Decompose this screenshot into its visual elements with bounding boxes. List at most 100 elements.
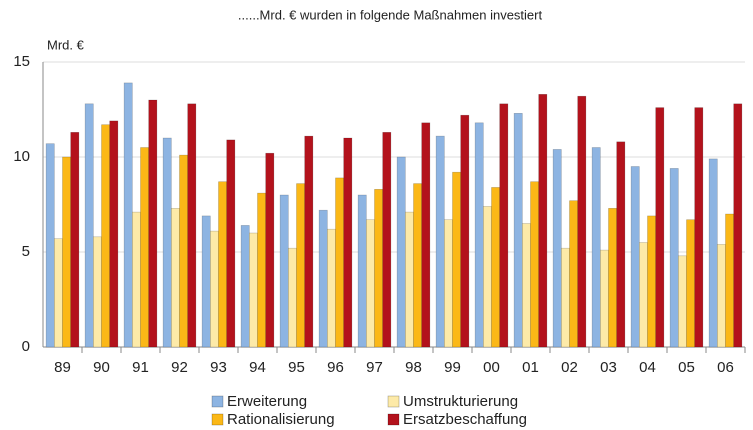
bar bbox=[226, 139, 236, 348]
legend-swatch bbox=[387, 413, 400, 426]
x-tick-label: 90 bbox=[93, 359, 110, 376]
bar bbox=[257, 192, 266, 348]
bar bbox=[179, 154, 188, 348]
bar bbox=[443, 219, 453, 348]
bar bbox=[265, 152, 275, 348]
bar bbox=[521, 223, 531, 348]
bar bbox=[655, 107, 665, 348]
bar bbox=[132, 211, 141, 348]
bar bbox=[365, 219, 375, 348]
x-tick-label: 94 bbox=[249, 359, 266, 376]
legend-label: Umstrukturierung bbox=[403, 393, 518, 410]
bar bbox=[530, 181, 539, 348]
bar bbox=[326, 228, 336, 348]
y-axis-label: Mrd. € bbox=[47, 37, 85, 52]
bar bbox=[413, 183, 422, 348]
bar bbox=[404, 211, 414, 348]
x-tick-label: 91 bbox=[132, 359, 149, 376]
bar bbox=[552, 149, 562, 348]
bar bbox=[343, 137, 353, 348]
bar bbox=[249, 232, 258, 348]
bar bbox=[374, 189, 383, 348]
bar bbox=[733, 103, 743, 348]
x-tick-label: 96 bbox=[327, 359, 344, 376]
x-tick-label: 98 bbox=[405, 359, 422, 376]
legend-swatch bbox=[387, 395, 400, 408]
bar bbox=[93, 236, 102, 348]
x-tick-label: 01 bbox=[522, 359, 539, 376]
bar bbox=[62, 156, 71, 348]
bar bbox=[513, 113, 523, 348]
bar bbox=[708, 158, 718, 348]
bar bbox=[591, 147, 601, 348]
bar bbox=[45, 143, 55, 348]
bar bbox=[474, 122, 484, 348]
legend-swatch bbox=[211, 413, 224, 426]
bar bbox=[616, 141, 626, 348]
bar bbox=[396, 156, 406, 348]
bar bbox=[187, 103, 197, 348]
bar bbox=[599, 249, 609, 348]
bar bbox=[357, 194, 367, 348]
bar bbox=[694, 107, 704, 348]
bar bbox=[421, 122, 431, 348]
bar bbox=[569, 200, 578, 348]
x-tick-label: 03 bbox=[600, 359, 617, 376]
bar bbox=[725, 213, 734, 348]
bar bbox=[171, 208, 180, 348]
bar bbox=[630, 166, 640, 348]
x-tick-label: 00 bbox=[483, 359, 500, 376]
bar bbox=[452, 171, 461, 348]
bar bbox=[638, 242, 648, 348]
bar bbox=[608, 208, 617, 348]
x-tick-label: 89 bbox=[54, 359, 71, 376]
bar bbox=[53, 238, 63, 348]
bar bbox=[101, 124, 110, 348]
bar bbox=[382, 132, 392, 348]
bar bbox=[140, 147, 149, 348]
bar bbox=[460, 114, 470, 348]
bar bbox=[84, 103, 94, 348]
bar bbox=[240, 225, 250, 348]
x-tick-label: 93 bbox=[210, 359, 227, 376]
bar bbox=[482, 206, 492, 348]
bar bbox=[296, 183, 305, 348]
x-tick-label: 99 bbox=[444, 359, 461, 376]
bar bbox=[148, 99, 158, 348]
bar bbox=[70, 132, 80, 348]
bar bbox=[686, 219, 695, 348]
bar bbox=[577, 95, 587, 348]
legend-label: Rationalisierung bbox=[227, 411, 335, 428]
bar bbox=[210, 230, 219, 348]
legend-label: Erweiterung bbox=[227, 393, 307, 410]
y-tick-label: 15 bbox=[13, 53, 30, 70]
legend-swatch bbox=[211, 395, 224, 408]
bar bbox=[201, 215, 211, 348]
bar bbox=[218, 181, 227, 348]
bar bbox=[287, 247, 297, 348]
bar bbox=[560, 247, 570, 348]
bar bbox=[123, 82, 133, 348]
bar bbox=[279, 194, 289, 348]
bar bbox=[109, 120, 119, 348]
x-tick-label: 05 bbox=[678, 359, 695, 376]
bar bbox=[335, 177, 344, 348]
x-tick-label: 95 bbox=[288, 359, 305, 376]
x-tick-label: 02 bbox=[561, 359, 578, 376]
legend-label: Ersatzbeschaffung bbox=[403, 411, 527, 428]
bar bbox=[647, 215, 656, 348]
x-tick-label: 92 bbox=[171, 359, 188, 376]
bar bbox=[491, 187, 500, 348]
y-tick-label: 10 bbox=[13, 148, 30, 165]
bar bbox=[318, 209, 328, 348]
bar bbox=[499, 103, 509, 348]
bar bbox=[677, 255, 687, 348]
y-tick-label: 5 bbox=[22, 243, 30, 260]
bar bbox=[716, 244, 726, 348]
bar bbox=[538, 94, 548, 348]
bar bbox=[435, 135, 445, 348]
x-tick-label: 04 bbox=[639, 359, 656, 376]
chart-title: ......Mrd. € wurden in folgende Maßnahme… bbox=[238, 7, 543, 22]
x-tick-label: 06 bbox=[717, 359, 734, 376]
